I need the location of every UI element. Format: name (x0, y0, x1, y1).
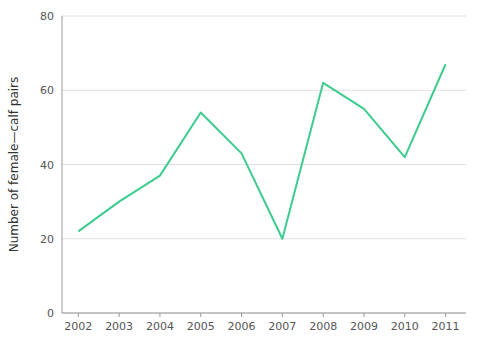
x-tick (363, 313, 364, 317)
y-axis-line (62, 16, 63, 313)
grid-line (62, 164, 466, 165)
y-tick-label: 60 (40, 84, 54, 97)
x-tick (200, 313, 201, 317)
x-tick-label: 2006 (228, 320, 256, 333)
grid-line (62, 238, 466, 239)
y-tick-label: 0 (47, 307, 54, 320)
x-tick-label: 2003 (105, 320, 133, 333)
x-tick-label: 2004 (146, 320, 174, 333)
x-tick-label: 2007 (268, 320, 296, 333)
data-line (78, 64, 445, 238)
plot-area (78, 64, 445, 238)
y-tick-label: 40 (40, 159, 54, 172)
x-tick (404, 313, 405, 317)
x-tick (78, 313, 79, 317)
grid-line (62, 313, 466, 314)
chart-container: 0 20 40 60 80 2002 2003 2004 2005 2006 2007 2008 200… (0, 0, 482, 353)
x-tick (323, 313, 324, 317)
x-tick (159, 313, 160, 317)
x-tick (282, 313, 283, 317)
x-tick (119, 313, 120, 317)
x-tick-label: 2005 (187, 320, 215, 333)
x-tick-label: 2002 (64, 320, 92, 333)
y-tick-label: 80 (40, 10, 54, 23)
y-grid (62, 16, 466, 313)
y-tick-label: 20 (40, 233, 54, 246)
x-axis-line (62, 313, 466, 314)
x-tick (445, 313, 446, 317)
x-tick-label: 2010 (391, 320, 419, 333)
x-tick-label: 2009 (350, 320, 378, 333)
y-axis-label: Number of female—calf pairs (7, 77, 21, 253)
x-tick (241, 313, 242, 317)
grid-line (62, 16, 466, 17)
x-tick-label: 2008 (309, 320, 337, 333)
x-tick-label: 2011 (432, 320, 460, 333)
chart-svg: 0 20 40 60 80 2002 2003 2004 2005 2006 2007 2008 200… (0, 0, 482, 353)
grid-line (62, 90, 466, 91)
